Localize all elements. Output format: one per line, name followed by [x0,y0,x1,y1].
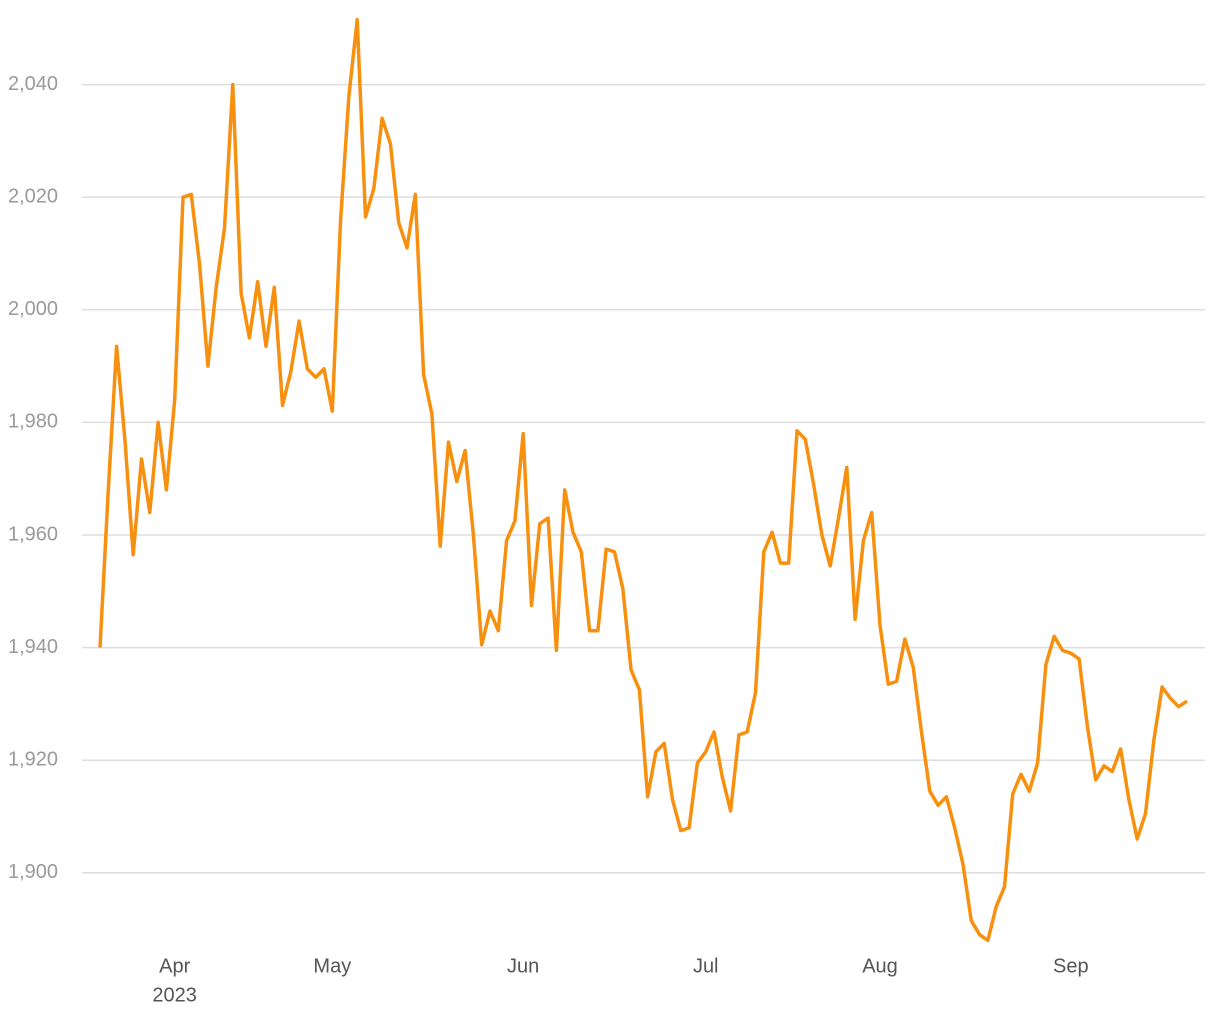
x-tick-label: Sep [1053,955,1089,977]
x-tick-label: Jul [693,955,719,977]
y-tick-label: 1,900 [8,861,58,883]
data-line [98,18,1188,943]
x-tick-label: Aug [862,955,898,977]
y-tick-label: 2,040 [8,73,58,95]
y-tick-label: 1,960 [8,523,58,545]
x-tick-label: Apr [159,955,190,977]
y-tick-label: 1,920 [8,748,58,770]
y-tick-label: 1,980 [8,411,58,433]
x-year-label: 2023 [152,984,197,1006]
y-tick-label: 1,940 [8,636,58,658]
y-tick-label: 2,000 [8,298,58,320]
y-tick-label: 2,020 [8,185,58,207]
x-tick-label: Jun [507,955,539,977]
x-tick-label: May [313,955,351,977]
